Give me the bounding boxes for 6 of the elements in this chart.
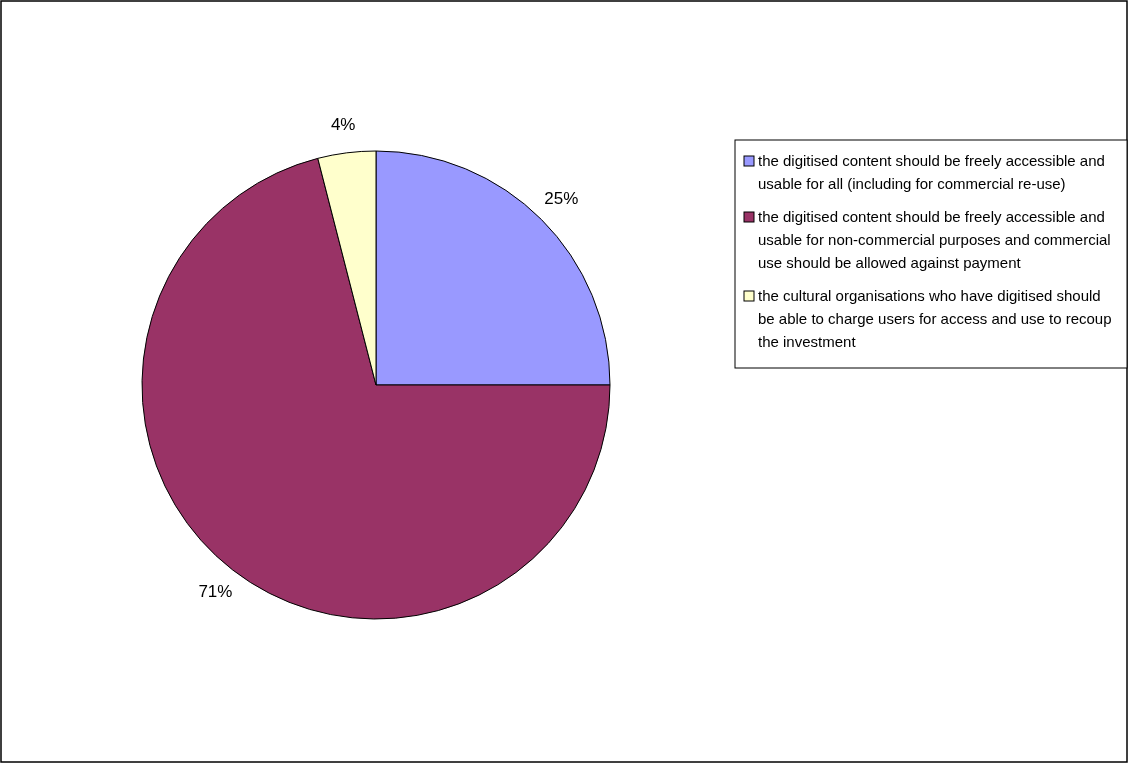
data-label: 71% — [198, 581, 233, 601]
data-label: 4% — [330, 114, 356, 134]
legend-label: the cultural organisations who have digitised should be able to charge users for access and use to recoup the investment — [758, 287, 1112, 350]
data-label: 25% — [544, 189, 579, 209]
legend-label: the digitised content should be freely accessible and usable for non-commercial purposes and commercial use should be allowed against payment — [758, 208, 1111, 271]
legend-label: the digitised content should be freely accessible and usable for all (including for commercial re-use) — [758, 152, 1105, 192]
